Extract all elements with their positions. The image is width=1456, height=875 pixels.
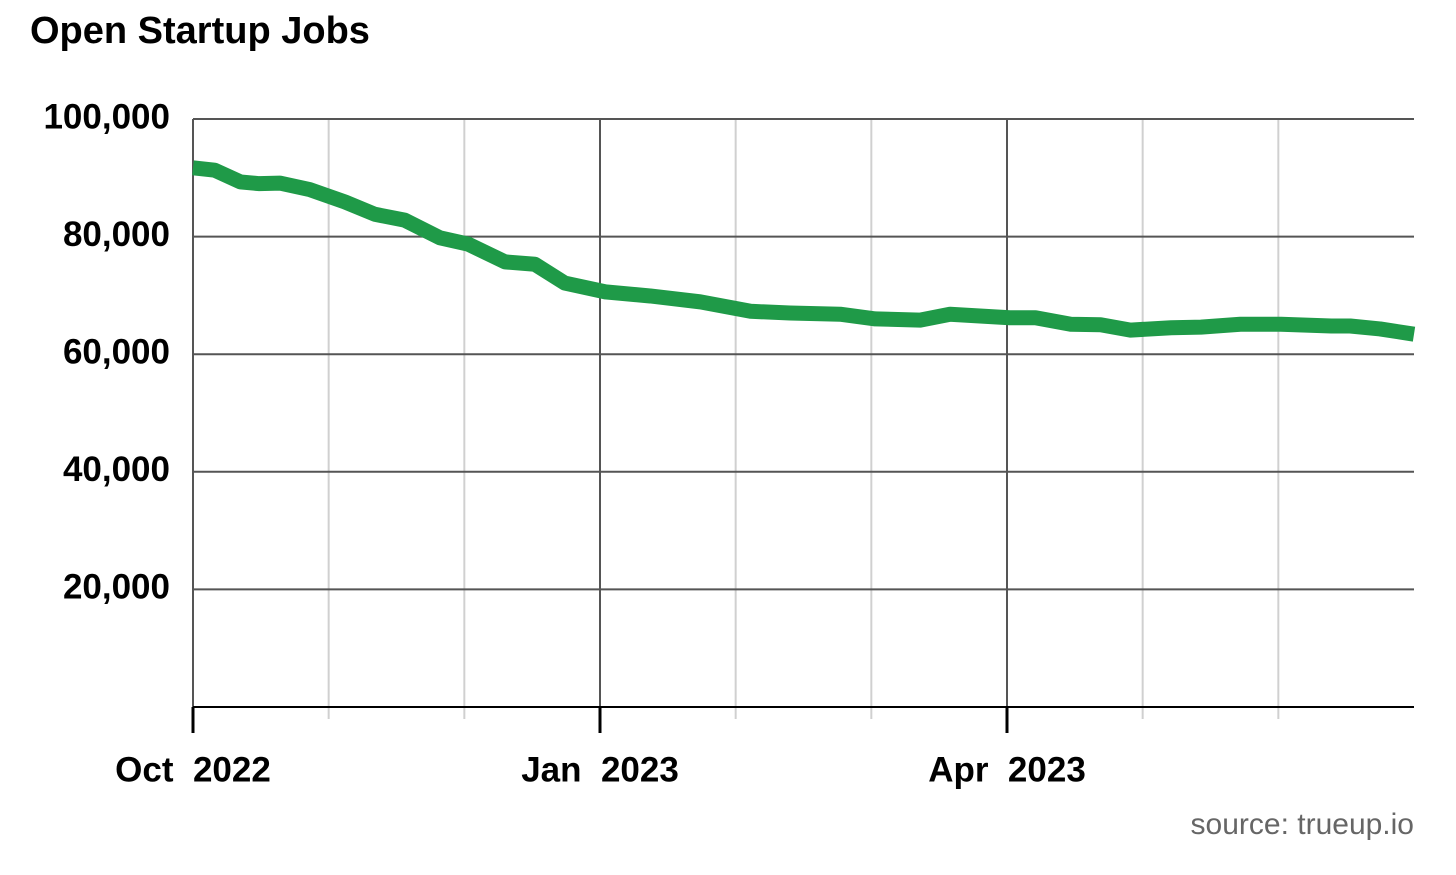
y-tick-label: 100,000: [43, 97, 170, 136]
y-tick-label: 20,000: [63, 568, 170, 607]
data-line: [192, 160, 1416, 342]
x-tick-label: Jan 2023: [521, 750, 679, 789]
chart-title: Open Startup Jobs: [30, 10, 370, 52]
y-tick-label: 40,000: [63, 450, 170, 489]
y-tick-label: 80,000: [63, 215, 170, 254]
x-tick-label: Apr 2023: [928, 750, 1086, 789]
y-tick-label: 60,000: [63, 332, 170, 371]
source-note: source: trueup.io: [1191, 808, 1414, 841]
x-tick-label: Oct 2022: [115, 750, 271, 789]
